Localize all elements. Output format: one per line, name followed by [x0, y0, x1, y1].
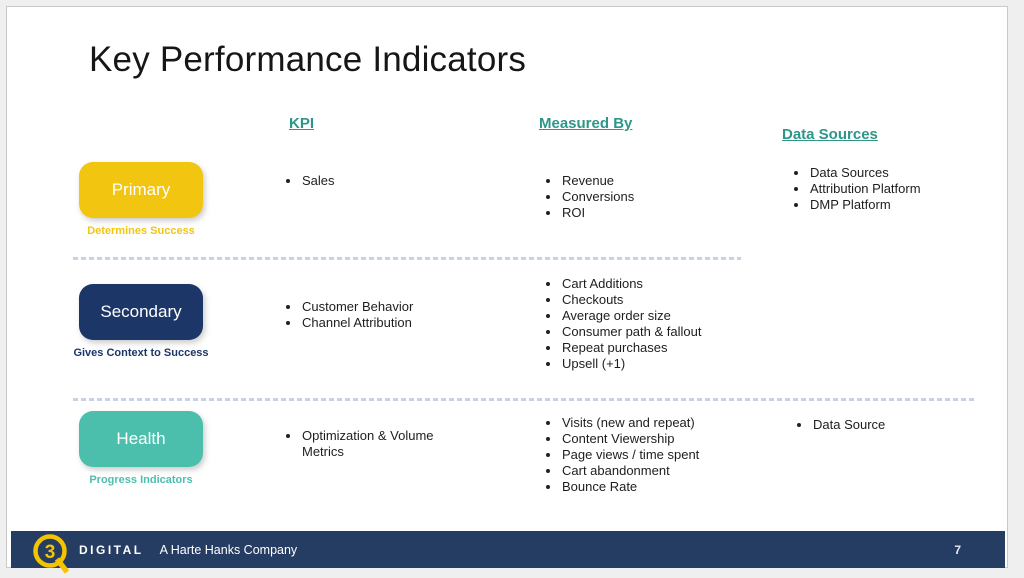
- bullet-icon: [546, 282, 550, 286]
- bullet-text: Average order size: [562, 308, 671, 323]
- bullet-text: Optimization & Volume Metrics: [302, 428, 434, 459]
- kpi-list-primary: Sales: [286, 173, 335, 189]
- row-pill-health: Health: [79, 411, 203, 467]
- bullet-text: Page views / time spent: [562, 447, 700, 462]
- bullet-text: Cart abandonment: [562, 463, 670, 478]
- bullet-item: Average order size: [546, 308, 701, 324]
- bullet-text: Checkouts: [562, 292, 624, 307]
- bullet-icon: [546, 298, 550, 302]
- bullet-icon: [286, 434, 290, 438]
- bullet-text: Repeat purchases: [562, 340, 668, 355]
- bullet-item: Cart abandonment: [546, 463, 699, 479]
- column-header-measured-by: Measured By: [539, 115, 633, 132]
- bullet-text: ROI: [562, 205, 586, 220]
- bullet-text: Upsell (+1): [562, 356, 626, 371]
- row-pill-secondary: Secondary: [79, 284, 203, 340]
- page-number: 7: [954, 542, 961, 557]
- slide: Key Performance Indicators KPI Measured …: [6, 6, 1008, 574]
- bullet-icon: [546, 485, 550, 489]
- logo-wordmark: DIGITAL: [79, 542, 144, 557]
- logo-number: 3: [45, 542, 56, 563]
- bullet-text: Content Viewership: [562, 431, 675, 446]
- bullet-item: Content Viewership: [546, 431, 699, 447]
- bullet-item: Conversions: [546, 189, 634, 205]
- bullet-item: DMP Platform: [794, 197, 921, 213]
- bullet-item: Upsell (+1): [546, 356, 701, 372]
- row-pill-primary: Primary: [79, 162, 203, 218]
- slide-title: Key Performance Indicators: [89, 40, 527, 79]
- measured-by-list-secondary: Cart Additions Checkouts Average order siz…: [546, 276, 701, 372]
- bullet-item: Repeat purchases: [546, 340, 701, 356]
- bullet-text: Attribution Platform: [810, 181, 921, 196]
- bullet-item: Revenue: [546, 173, 634, 189]
- bullet-item: Consumer path & fallout: [546, 324, 701, 340]
- row-divider: [73, 398, 975, 401]
- bullet-icon: [546, 346, 550, 350]
- row-caption-secondary: Gives Context to Success: [73, 347, 209, 359]
- bullet-icon: [794, 171, 798, 175]
- bullet-item: Attribution Platform: [794, 181, 921, 197]
- bullet-icon: [546, 330, 550, 334]
- bullet-icon: [546, 453, 550, 457]
- kpi-list-secondary: Customer Behavior Channel Attribution: [286, 299, 413, 331]
- bullet-icon: [286, 321, 290, 325]
- measured-by-list-primary: Revenue Conversions ROI: [546, 173, 634, 221]
- bullet-item: Sales: [286, 173, 335, 189]
- 3q-digital-logo-icon: 3: [31, 532, 71, 574]
- data-sources-list-health: Data Source: [797, 417, 885, 433]
- bullet-icon: [546, 179, 550, 183]
- bullet-item: Channel Attribution: [286, 315, 413, 331]
- column-header-kpi: KPI: [289, 115, 315, 132]
- bullet-icon: [797, 423, 801, 427]
- data-sources-list-primary: Data Sources Attribution Platform DMP Plat…: [794, 165, 921, 213]
- bullet-icon: [546, 421, 550, 425]
- bullet-item: Data Source: [797, 417, 885, 433]
- bullet-text: Data Source: [813, 417, 886, 432]
- bullet-item: Visits (new and repeat): [546, 415, 699, 431]
- bullet-item: Bounce Rate: [546, 479, 699, 495]
- bullet-icon: [546, 211, 550, 215]
- bullet-icon: [794, 203, 798, 207]
- bullet-text: Conversions: [562, 189, 635, 204]
- bullet-item: ROI: [546, 205, 634, 221]
- bullet-icon: [546, 469, 550, 473]
- bullet-icon: [546, 362, 550, 366]
- bullet-icon: [546, 437, 550, 441]
- bullet-item: Optimization & Volume Metrics: [286, 428, 464, 460]
- bullet-text: Revenue: [562, 173, 615, 188]
- measured-by-list-health: Visits (new and repeat) Content Viewershi…: [546, 415, 699, 495]
- bullet-item: Data Sources: [794, 165, 921, 181]
- footer-bar: 3 DIGITAL A Harte Hanks Company 7: [11, 531, 1005, 574]
- bullet-icon: [546, 314, 550, 318]
- row-caption-health: Progress Indicators: [89, 474, 193, 486]
- bullet-item: Customer Behavior: [286, 299, 413, 315]
- bullet-text: Channel Attribution: [302, 315, 412, 330]
- row-divider: [73, 257, 741, 260]
- bullet-text: Data Sources: [810, 165, 889, 180]
- bullet-item: Checkouts: [546, 292, 701, 308]
- bullet-text: Cart Additions: [562, 276, 643, 291]
- footer-company-name: A Harte Hanks Company: [159, 542, 298, 557]
- bullet-icon: [546, 195, 550, 199]
- bullet-item: Page views / time spent: [546, 447, 699, 463]
- bullet-text: DMP Platform: [810, 197, 891, 212]
- bullet-icon: [286, 305, 290, 309]
- bullet-text: Customer Behavior: [302, 299, 414, 314]
- bullet-text: Sales: [302, 173, 335, 188]
- bullet-text: Consumer path & fallout: [562, 324, 702, 339]
- bullet-text: Bounce Rate: [562, 479, 638, 494]
- bullet-item: Cart Additions: [546, 276, 701, 292]
- bullet-icon: [286, 179, 290, 183]
- row-caption-primary: Determines Success: [87, 225, 195, 237]
- kpi-list-health: Optimization & Volume Metrics: [286, 428, 464, 460]
- bullet-icon: [794, 187, 798, 191]
- column-header-data-sources: Data Sources: [782, 126, 878, 143]
- bullet-text: Visits (new and repeat): [562, 415, 695, 430]
